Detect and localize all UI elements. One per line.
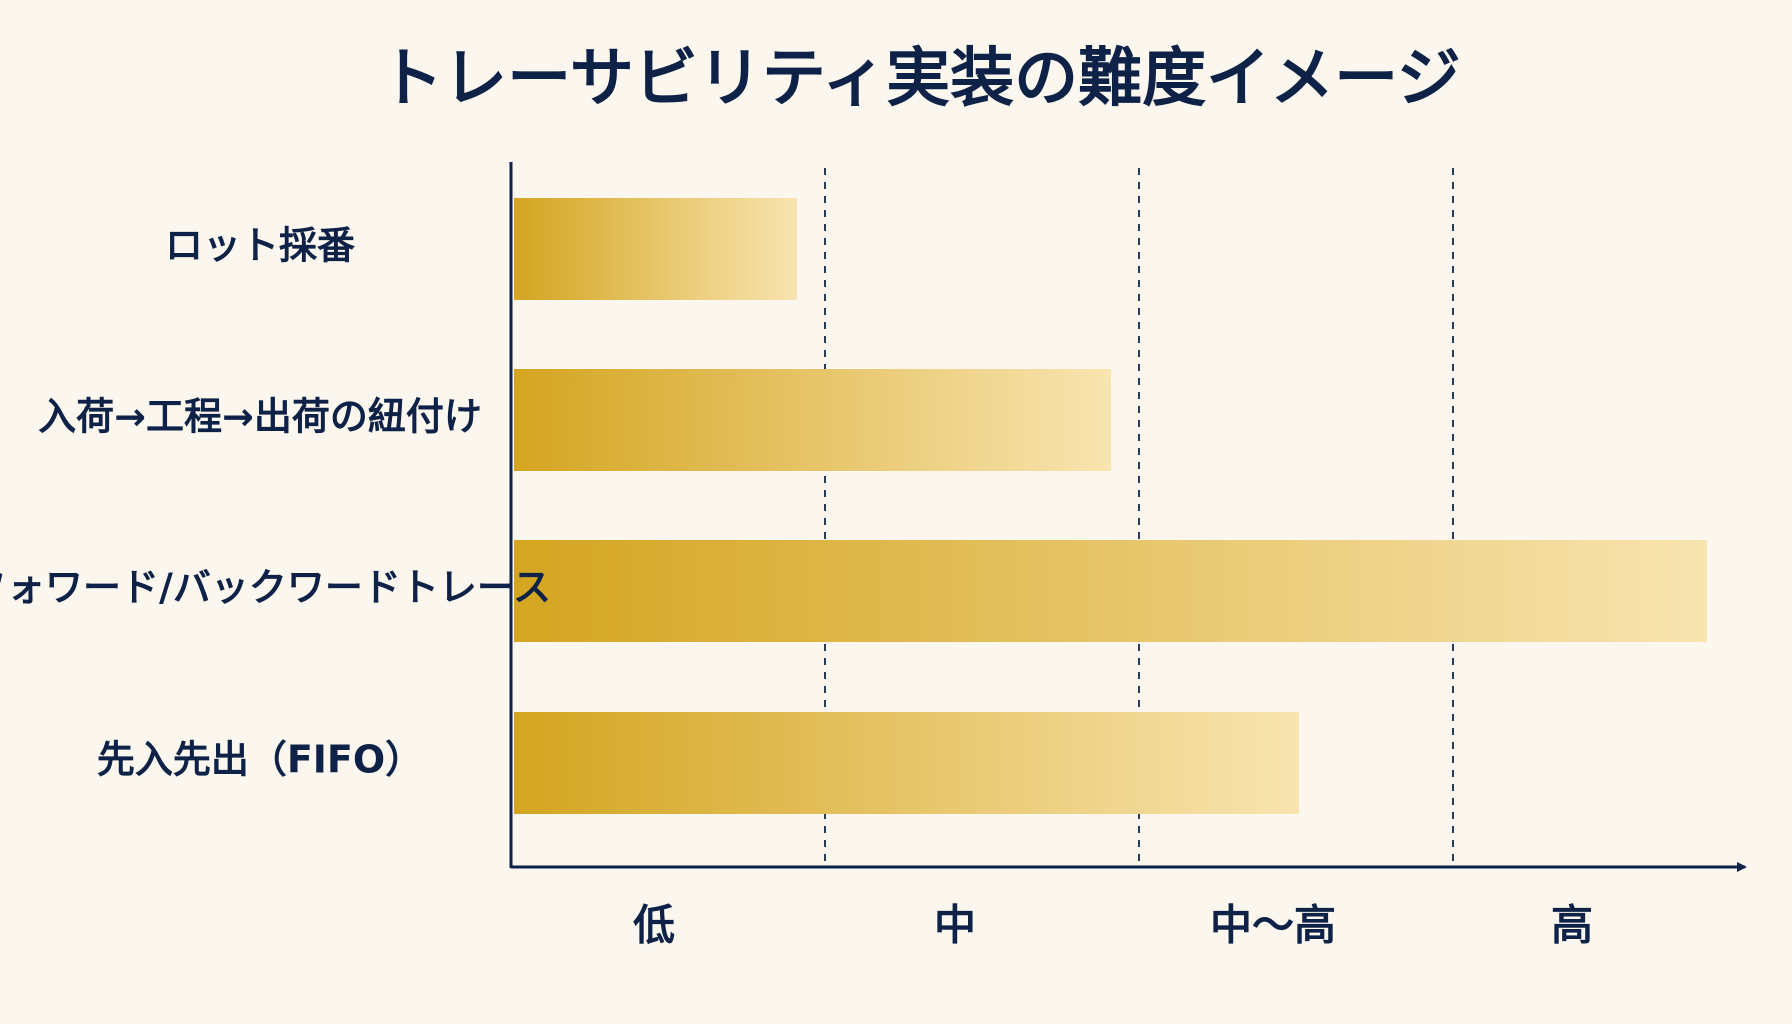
bar bbox=[514, 712, 1299, 814]
category-label: フォワード/バックワードトレース bbox=[0, 566, 551, 610]
gridlines bbox=[824, 168, 1454, 866]
x-tick-label: 中〜高 bbox=[1210, 901, 1336, 950]
category-label: 先入先出（FIFO） bbox=[97, 738, 423, 782]
x-tick-label: 低 bbox=[633, 901, 675, 950]
chart-title: トレーサビリティ実装の難度イメージ bbox=[379, 42, 1461, 116]
bar bbox=[514, 369, 1111, 471]
category-label: ロット採番 bbox=[165, 224, 355, 268]
bar bbox=[514, 198, 797, 300]
category-label: 入荷→工程→出荷の紐付け bbox=[38, 395, 482, 439]
x-tick-label: 中 bbox=[934, 901, 976, 950]
x-tick-label: 高 bbox=[1551, 901, 1593, 950]
bars bbox=[514, 198, 1707, 814]
bar bbox=[514, 540, 1707, 642]
